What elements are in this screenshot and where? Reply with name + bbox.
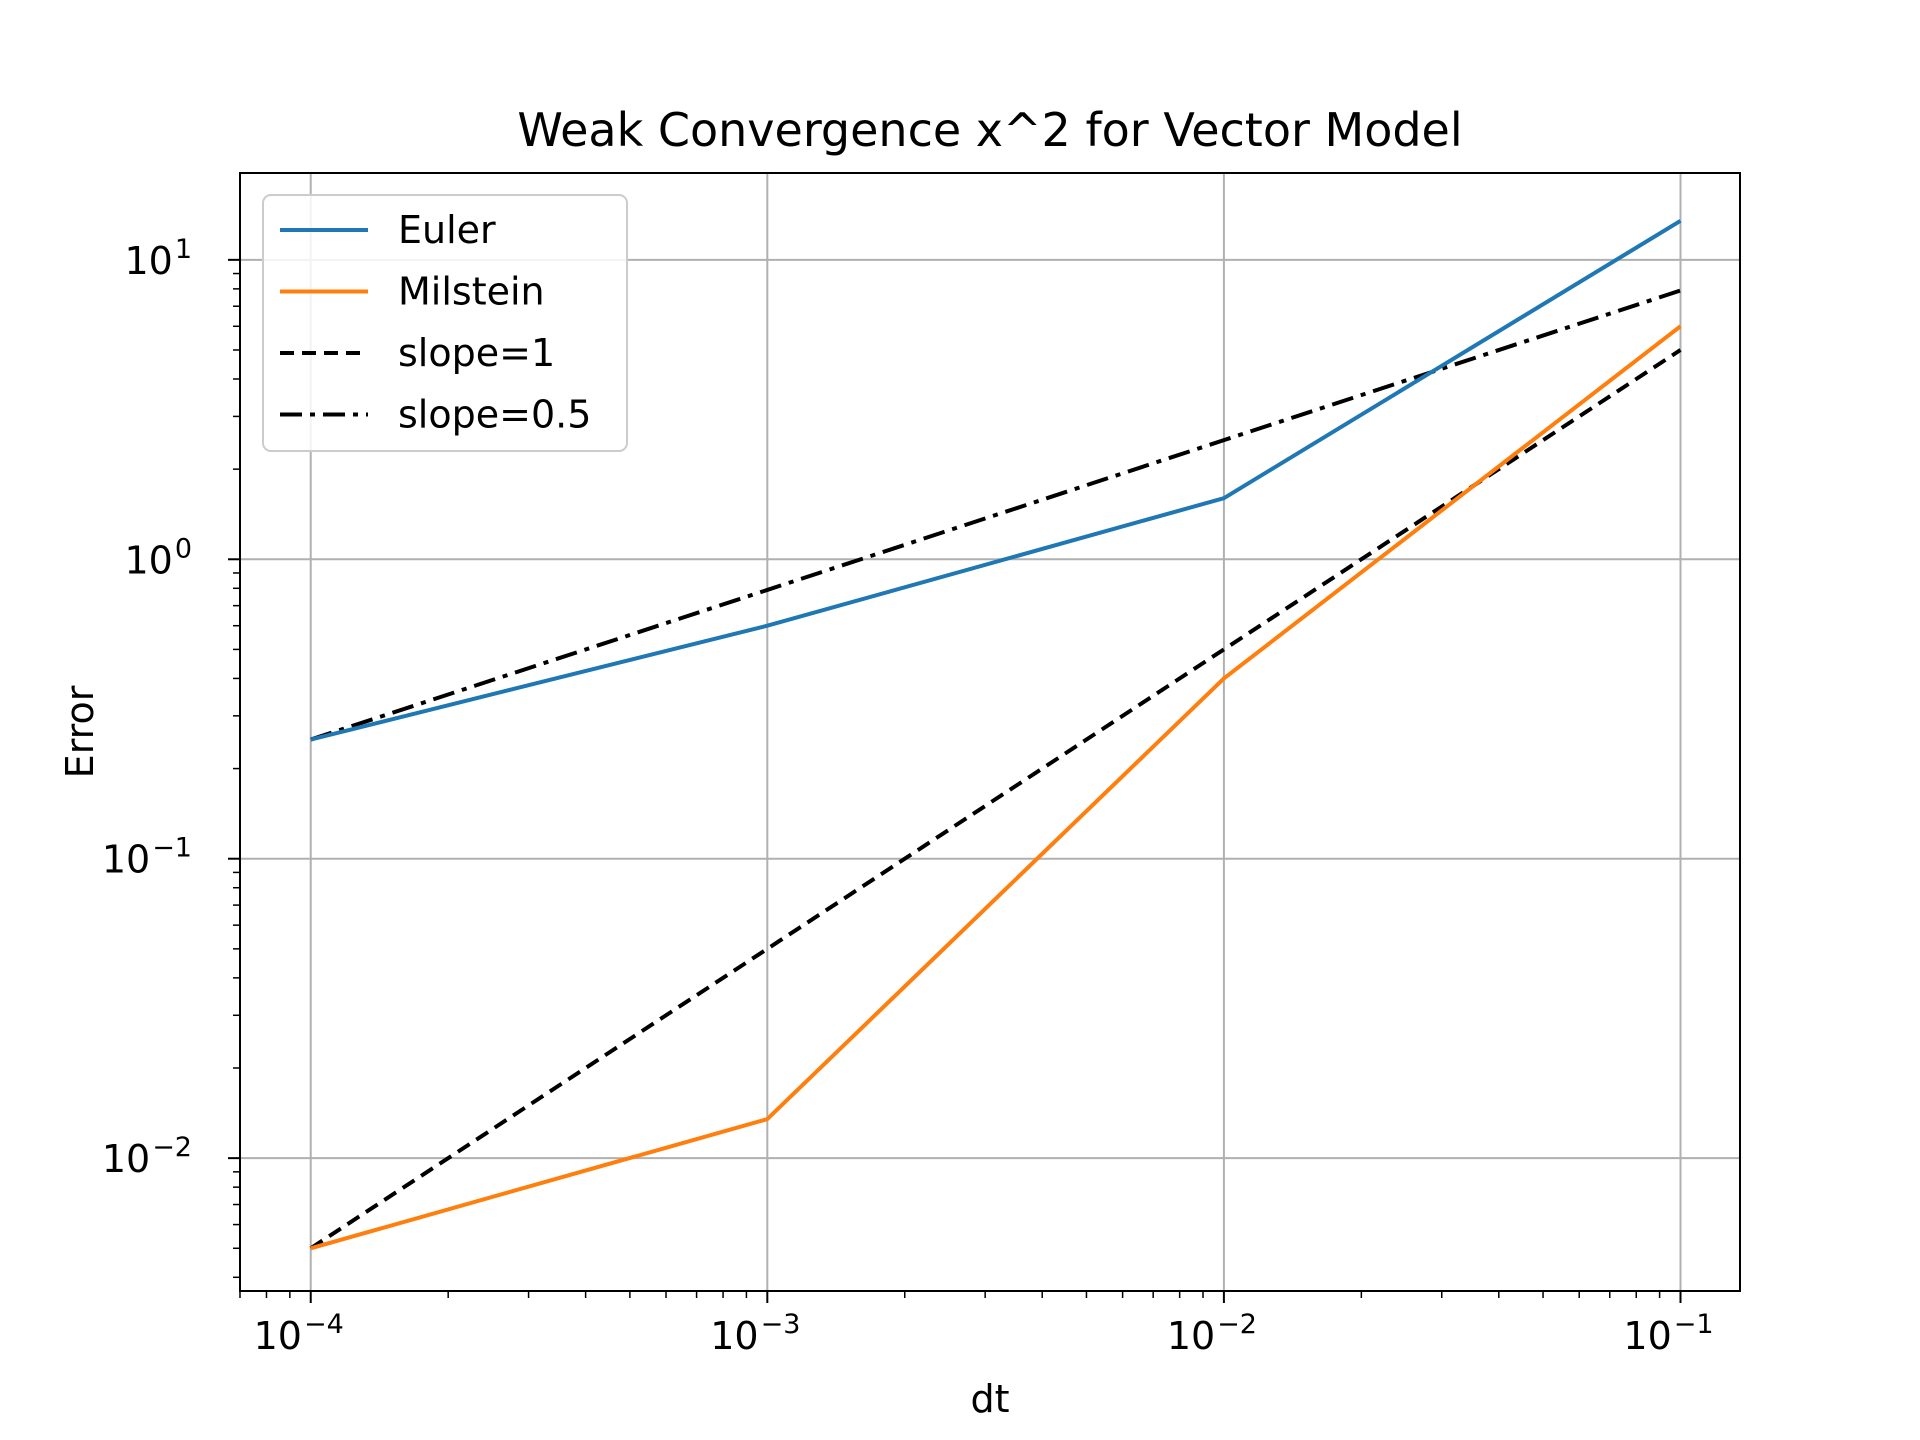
y-tick-exponent: 0 [175, 533, 192, 564]
x-tick-exponent: −2 [1217, 1309, 1257, 1340]
legend-items: Euler Milstein slope=1 slope=0.5 [280, 208, 591, 437]
legend: Euler Milstein slope=1 slope=0.5 [262, 194, 628, 452]
x-axis-label: dt [970, 1377, 1009, 1421]
legend-box [262, 194, 628, 452]
y-tick-exponent: −1 [152, 833, 192, 864]
x-tick-label: 10−3 [710, 1309, 800, 1358]
series-line-slope-1 [309, 348, 1682, 1250]
legend-label: Euler [398, 208, 496, 252]
y-tick-exponent: −2 [152, 1132, 192, 1163]
series-lines [309, 219, 1682, 1251]
legend-label: slope=1 [398, 331, 555, 375]
chart-title: Weak Convergence x^2 for Vector Model [517, 103, 1462, 157]
y-axis-label: Error [58, 685, 102, 778]
legend-label: slope=0.5 [398, 393, 591, 437]
x-tick-exponent: −3 [761, 1309, 801, 1340]
y-tick-exponent: 1 [175, 234, 192, 265]
series-line-milstein [310, 324, 1682, 1251]
plot-area [309, 219, 1682, 1251]
x-tick-exponent: −1 [1674, 1309, 1714, 1340]
series-line-slope-0-5 [310, 288, 1682, 742]
series-line-euler [310, 219, 1682, 742]
x-tick-exponent: −4 [304, 1309, 344, 1340]
legend-label: Milstein [398, 270, 545, 314]
axis-ticks [228, 258, 1682, 1303]
plot-frame [239, 172, 1741, 1292]
